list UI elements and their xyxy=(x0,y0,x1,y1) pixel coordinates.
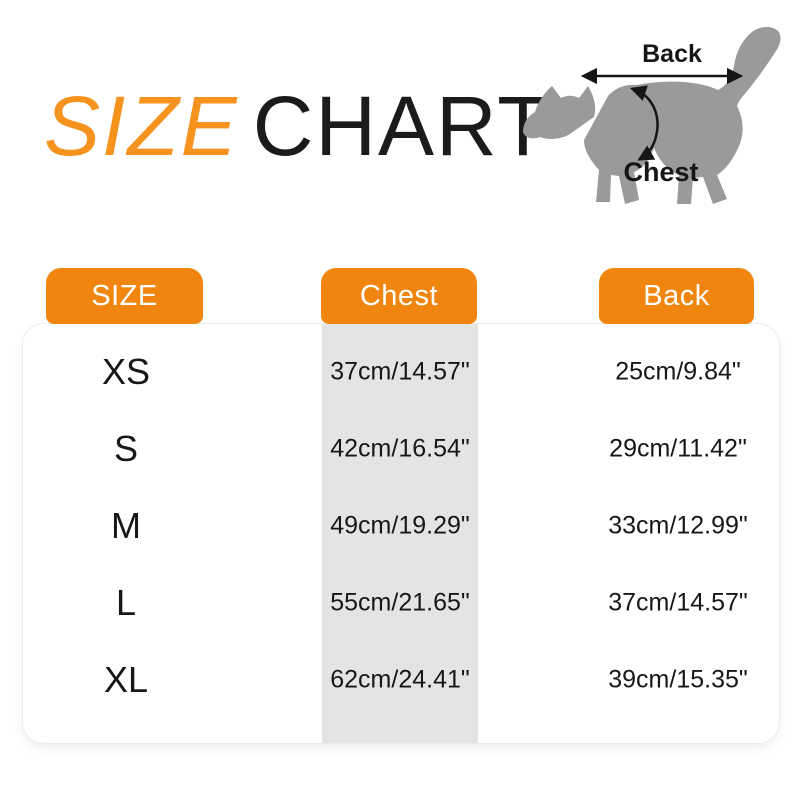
table-row-m: M 49cm/19.29" 33cm/12.99" xyxy=(23,487,779,564)
column-header-size-label: SIZE xyxy=(91,279,158,312)
page-title: SIZE CHART xyxy=(44,84,551,168)
column-header-size: SIZE xyxy=(46,268,203,324)
column-header-chest: Chest xyxy=(321,268,477,324)
title-word-chart: CHART xyxy=(252,79,551,173)
chest-value: 62cm/24.41" xyxy=(330,665,470,693)
chest-value: 49cm/19.29" xyxy=(330,511,470,539)
back-value: 37cm/14.57" xyxy=(608,588,748,616)
size-table-rows: XS 37cm/14.57" 25cm/9.84" S 42cm/16.54" … xyxy=(23,324,779,743)
back-value: 29cm/11.42" xyxy=(609,434,747,462)
chest-column-highlight xyxy=(322,324,478,743)
size-value: XS xyxy=(101,350,151,392)
back-label: Back xyxy=(642,40,702,68)
back-value: 39cm/15.35" xyxy=(608,665,748,693)
table-row-xl: XL 62cm/24.41" 39cm/15.35" xyxy=(23,641,779,718)
back-value: 25cm/9.84" xyxy=(615,357,741,385)
back-value: 33cm/12.99" xyxy=(608,511,748,539)
chest-arrow xyxy=(629,85,659,161)
size-value: XL xyxy=(103,658,149,700)
column-header-back: Back xyxy=(599,268,754,324)
size-value: L xyxy=(115,581,137,623)
table-row-l: L 55cm/21.65" 37cm/14.57" xyxy=(23,564,779,641)
table-row-xs: XS 37cm/14.57" 25cm/9.84" xyxy=(23,333,779,410)
cat-head-silhouette xyxy=(523,86,596,139)
size-value: S xyxy=(113,427,139,469)
size-value: M xyxy=(111,504,141,546)
chest-value: 55cm/21.65" xyxy=(330,588,470,616)
size-table: XS 37cm/14.57" 25cm/9.84" S 42cm/16.54" … xyxy=(22,323,780,744)
column-header-back-label: Back xyxy=(643,279,710,312)
column-header-chest-label: Chest xyxy=(359,279,439,312)
chest-label: Chest xyxy=(623,157,698,187)
cat-measurement-diagram: Back Chest xyxy=(523,26,781,205)
chest-value: 37cm/14.57" xyxy=(330,357,470,385)
table-row-s: S 42cm/16.54" 29cm/11.42" xyxy=(23,410,779,487)
title-word-size: SIZE xyxy=(44,79,239,173)
chest-value: 42cm/16.54" xyxy=(330,434,470,462)
